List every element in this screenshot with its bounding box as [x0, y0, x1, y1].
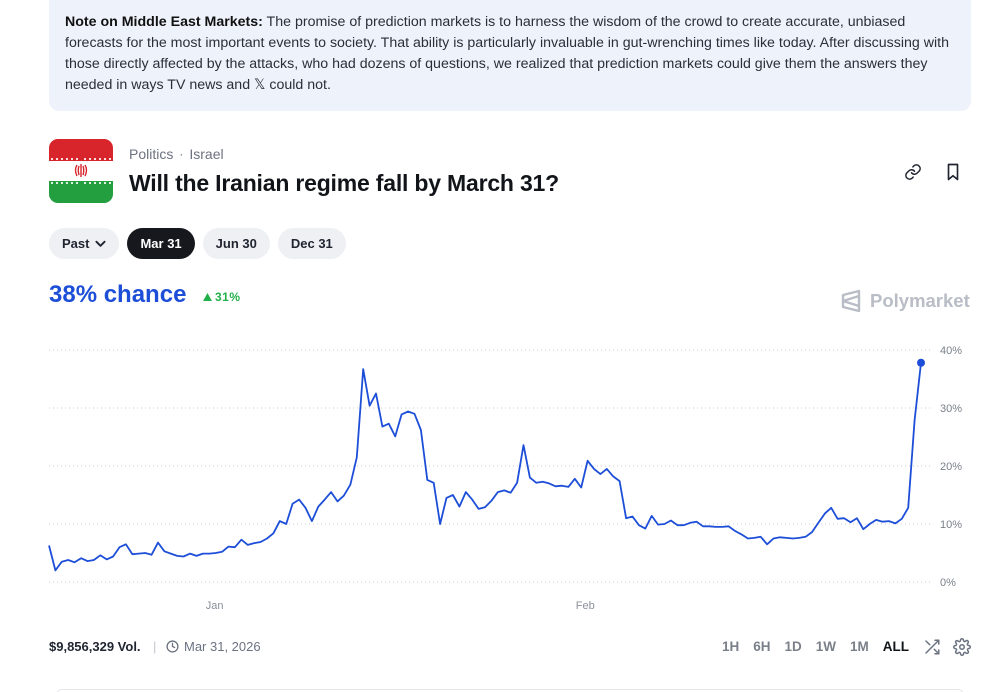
range-6h[interactable]: 6H — [753, 639, 771, 654]
polymarket-brand: Polymarket — [840, 289, 970, 313]
shuffle-button[interactable] — [923, 638, 941, 656]
brand-name: Polymarket — [870, 290, 970, 311]
breadcrumb: Politics · Israel — [129, 146, 224, 162]
tab-past-label: Past — [62, 236, 90, 251]
breadcrumb-category[interactable]: Politics — [129, 146, 174, 162]
chart-settings-button[interactable] — [953, 638, 971, 656]
x-tick-label: Feb — [576, 600, 595, 612]
triangle-up-icon — [203, 293, 212, 301]
y-tick-label: 40% — [940, 345, 962, 357]
breadcrumb-subcategory[interactable]: Israel — [189, 146, 224, 162]
date-tabs: Past Mar 31 Jun 30 Dec 31 — [49, 228, 346, 259]
range-1h[interactable]: 1H — [721, 639, 740, 654]
range-1d[interactable]: 1D — [784, 639, 802, 654]
latest-point — [917, 358, 925, 367]
breadcrumb-separator: · — [179, 147, 184, 161]
price-chart[interactable]: 0% 10% 20% 30% 40% Jan Feb — [0, 330, 1002, 620]
chance-delta: 31% — [203, 290, 241, 304]
tab-jun-30[interactable]: Jun 30 — [202, 228, 270, 259]
y-tick-label: 10% — [940, 519, 962, 531]
volume-label: $9,856,329 Vol. — [49, 639, 141, 654]
bookmark-icon — [947, 163, 959, 181]
shuffle-icon — [925, 639, 940, 655]
copy-link-button[interactable] — [901, 160, 925, 184]
end-date-text: Mar 31, 2026 — [184, 639, 261, 654]
chance-delta-value: 31% — [215, 290, 241, 304]
range-1w[interactable]: 1W — [815, 639, 836, 654]
footer-separator: | — [153, 639, 157, 654]
note-label: Note on Middle East Markets: — [65, 14, 263, 30]
y-tick-label: 0% — [940, 577, 956, 589]
range-all[interactable]: ALL — [882, 639, 909, 654]
y-tick-label: 20% — [940, 461, 962, 473]
market-note-banner: Note on Middle East Markets: The promise… — [49, 0, 971, 111]
iran-flag-icon — [49, 139, 113, 203]
tab-past[interactable]: Past — [49, 228, 120, 259]
tab-mar-31[interactable]: Mar 31 — [127, 228, 195, 259]
link-icon — [905, 164, 921, 180]
y-tick-label: 30% — [940, 403, 962, 415]
gear-icon — [953, 638, 971, 656]
series-line — [48, 362, 922, 572]
chevron-down-icon — [95, 240, 107, 247]
polymarket-logo-icon — [841, 289, 861, 313]
tab-dec-31[interactable]: Dec 31 — [277, 228, 346, 259]
chance-value: 38% chance — [49, 281, 187, 308]
time-range-selector: 1H 6H 1D 1W 1M ALL — [722, 639, 909, 654]
x-tick-label: Jan — [206, 600, 224, 612]
bookmark-button[interactable] — [941, 160, 965, 184]
clock-icon — [166, 640, 179, 653]
note-text: The promise of prediction markets is to … — [65, 14, 949, 93]
end-date: Mar 31, 2026 — [166, 639, 261, 654]
range-1m[interactable]: 1M — [849, 639, 869, 654]
market-title: Will the Iranian regime fall by March 31… — [129, 170, 559, 196]
